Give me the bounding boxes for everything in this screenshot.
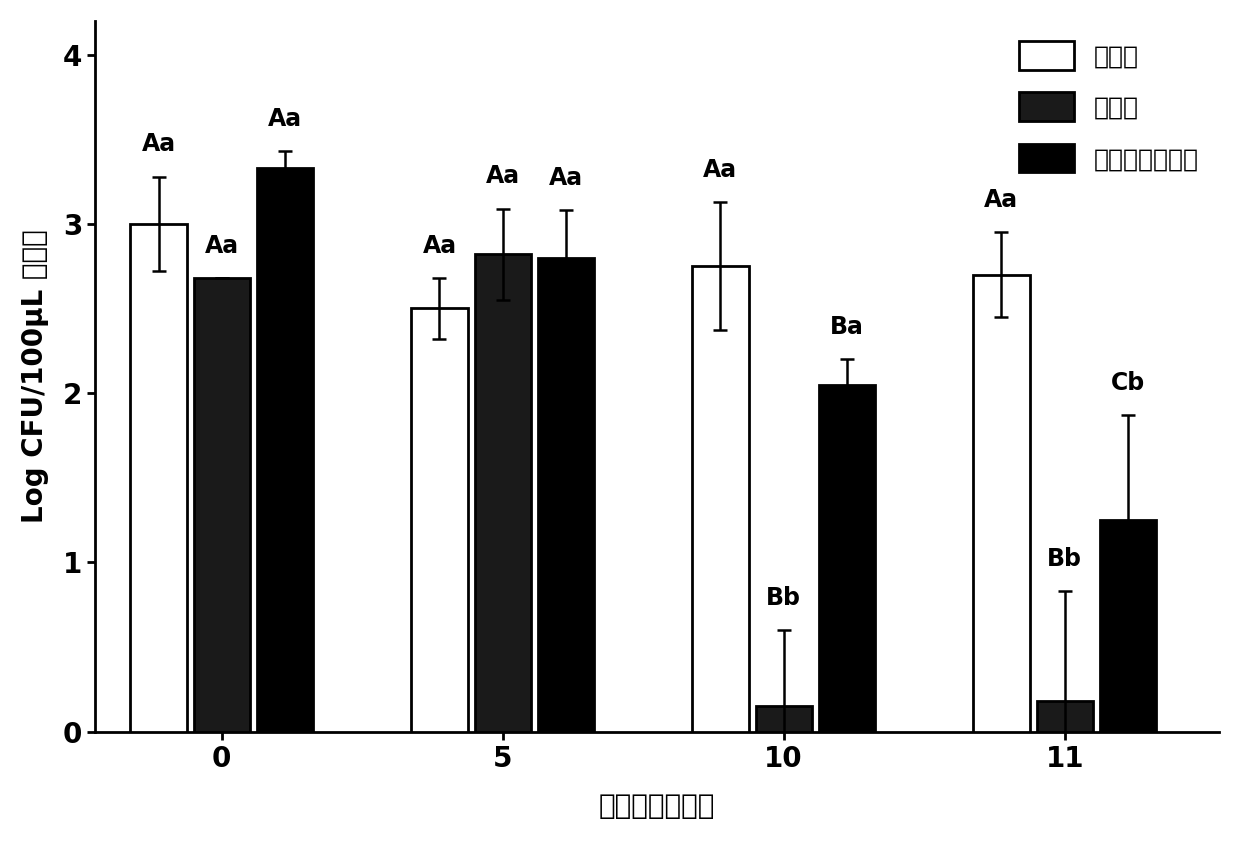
Text: Aa: Aa <box>549 166 583 190</box>
Bar <box>193 278 249 732</box>
Bar <box>818 384 875 732</box>
Text: Aa: Aa <box>486 164 520 188</box>
Text: Aa: Aa <box>205 234 239 257</box>
Text: Aa: Aa <box>268 107 303 131</box>
Text: Aa: Aa <box>141 132 176 156</box>
Bar <box>538 257 594 732</box>
Bar <box>692 267 749 732</box>
Bar <box>1100 520 1156 732</box>
Text: Aa: Aa <box>985 188 1018 212</box>
Text: Bb: Bb <box>766 585 801 610</box>
Bar <box>412 309 467 732</box>
Bar <box>973 275 1029 732</box>
Text: Aa: Aa <box>703 157 738 182</box>
Bar <box>130 224 186 732</box>
Bar <box>257 168 312 732</box>
Text: Cb: Cb <box>1111 371 1145 394</box>
X-axis label: 感染天数（天）: 感染天数（天） <box>599 792 715 820</box>
Text: Aa: Aa <box>423 234 456 257</box>
Bar <box>1037 701 1092 732</box>
Text: Ba: Ba <box>830 315 864 339</box>
Text: Bb: Bb <box>1047 547 1083 571</box>
Y-axis label: Log CFU/100μL 灌洗液: Log CFU/100μL 灌洗液 <box>21 230 48 523</box>
Legend: 模型组, 对照组, 无患子原位凝胶: 模型组, 对照组, 无患子原位凝胶 <box>1007 29 1211 185</box>
Bar <box>475 254 531 732</box>
Bar <box>755 706 812 732</box>
